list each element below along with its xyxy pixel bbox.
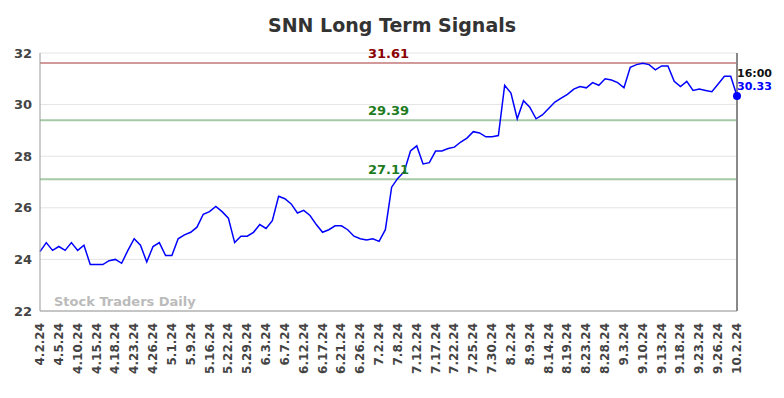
svg-text:6.26.24: 6.26.24 bbox=[353, 323, 367, 374]
svg-text:8.28.24: 8.28.24 bbox=[598, 323, 612, 374]
svg-text:30.33: 30.33 bbox=[737, 80, 772, 93]
svg-text:5.29.24: 5.29.24 bbox=[240, 323, 254, 374]
svg-text:24: 24 bbox=[14, 252, 32, 267]
svg-text:8.9.24: 8.9.24 bbox=[523, 323, 537, 366]
svg-text:7.17.24: 7.17.24 bbox=[429, 323, 443, 374]
svg-text:27.11: 27.11 bbox=[368, 162, 409, 177]
svg-text:4.26.24: 4.26.24 bbox=[146, 323, 160, 374]
svg-text:9.23.24: 9.23.24 bbox=[692, 323, 706, 374]
html-text:Stock Traders Daily: Stock Traders Daily bbox=[54, 294, 196, 309]
svg-text:7.22.24: 7.22.24 bbox=[447, 323, 461, 374]
svg-text:5.16.24: 5.16.24 bbox=[203, 323, 217, 374]
svg-text:4.15.24: 4.15.24 bbox=[90, 323, 104, 374]
svg-text:9.10.24: 9.10.24 bbox=[636, 323, 650, 374]
svg-text:6.17.24: 6.17.24 bbox=[316, 323, 330, 374]
svg-text:28: 28 bbox=[14, 149, 32, 164]
svg-text:8.2.24: 8.2.24 bbox=[504, 323, 518, 366]
svg-text:31.61: 31.61 bbox=[368, 46, 409, 61]
html-text:SNN Long Term Signals: SNN Long Term Signals bbox=[268, 14, 516, 36]
svg-text:6.12.24: 6.12.24 bbox=[297, 323, 311, 374]
svg-text:9.3.24: 9.3.24 bbox=[617, 323, 631, 366]
svg-text:4.2.24: 4.2.24 bbox=[33, 323, 47, 366]
svg-text:29.39: 29.39 bbox=[368, 103, 409, 118]
svg-text:5.22.24: 5.22.24 bbox=[221, 323, 235, 374]
svg-text:7.30.24: 7.30.24 bbox=[485, 323, 499, 374]
svg-text:7.8.24: 7.8.24 bbox=[391, 323, 405, 366]
svg-text:8.14.24: 8.14.24 bbox=[542, 323, 556, 374]
svg-text:5.9.24: 5.9.24 bbox=[184, 323, 198, 366]
svg-text:4.23.24: 4.23.24 bbox=[127, 323, 141, 374]
svg-text:7.25.24: 7.25.24 bbox=[466, 323, 480, 374]
svg-text:30: 30 bbox=[14, 97, 32, 112]
svg-text:10.2.24: 10.2.24 bbox=[730, 323, 744, 374]
svg-text:7.2.24: 7.2.24 bbox=[372, 323, 386, 366]
svg-text:4.18.24: 4.18.24 bbox=[108, 323, 122, 374]
svg-text:9.13.24: 9.13.24 bbox=[655, 323, 669, 374]
svg-text:6.21.24: 6.21.24 bbox=[334, 323, 348, 374]
svg-text:9.26.24: 9.26.24 bbox=[711, 323, 725, 374]
svg-text:26: 26 bbox=[14, 200, 32, 215]
svg-text:9.18.24: 9.18.24 bbox=[673, 323, 687, 374]
svg-text:4.10.24: 4.10.24 bbox=[71, 323, 85, 374]
svg-text:16:00: 16:00 bbox=[737, 67, 772, 80]
svg-text:4.5.24: 4.5.24 bbox=[52, 323, 66, 366]
svg-text:6.7.24: 6.7.24 bbox=[278, 323, 292, 366]
svg-text:22: 22 bbox=[14, 304, 32, 319]
svg-text:6.3.24: 6.3.24 bbox=[259, 323, 273, 366]
svg-text:32: 32 bbox=[14, 46, 32, 61]
svg-text:5.1.24: 5.1.24 bbox=[165, 323, 179, 366]
svg-text:8.19.24: 8.19.24 bbox=[560, 323, 574, 374]
svg-text:8.23.24: 8.23.24 bbox=[579, 323, 593, 374]
svg-text:7.12.24: 7.12.24 bbox=[410, 323, 424, 374]
